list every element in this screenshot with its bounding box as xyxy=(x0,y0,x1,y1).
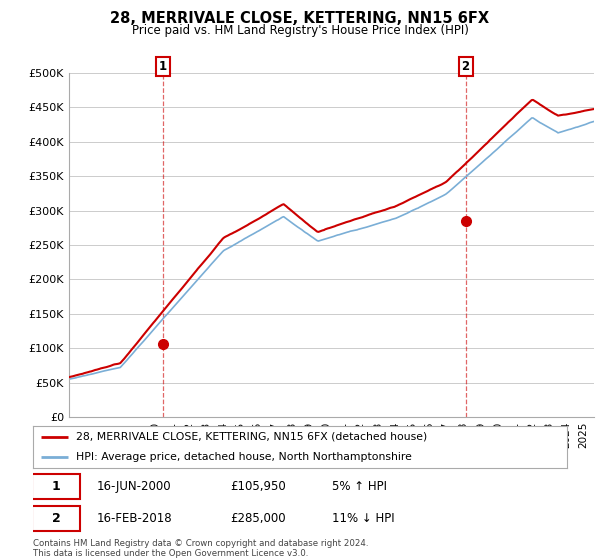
Text: 1: 1 xyxy=(52,480,61,493)
Text: £285,000: £285,000 xyxy=(230,512,286,525)
Text: 28, MERRIVALE CLOSE, KETTERING, NN15 6FX (detached house): 28, MERRIVALE CLOSE, KETTERING, NN15 6FX… xyxy=(76,432,427,441)
Text: Contains HM Land Registry data © Crown copyright and database right 2024.
This d: Contains HM Land Registry data © Crown c… xyxy=(33,539,368,558)
Text: 5% ↑ HPI: 5% ↑ HPI xyxy=(332,480,387,493)
Text: HPI: Average price, detached house, North Northamptonshire: HPI: Average price, detached house, Nort… xyxy=(76,452,412,461)
Text: 2: 2 xyxy=(461,60,470,73)
Text: 1: 1 xyxy=(158,60,167,73)
Text: 16-JUN-2000: 16-JUN-2000 xyxy=(97,480,172,493)
Text: £105,950: £105,950 xyxy=(230,480,286,493)
Text: Price paid vs. HM Land Registry's House Price Index (HPI): Price paid vs. HM Land Registry's House … xyxy=(131,24,469,37)
Text: 28, MERRIVALE CLOSE, KETTERING, NN15 6FX: 28, MERRIVALE CLOSE, KETTERING, NN15 6FX xyxy=(110,11,490,26)
Text: 2: 2 xyxy=(52,512,61,525)
Text: 11% ↓ HPI: 11% ↓ HPI xyxy=(332,512,395,525)
FancyBboxPatch shape xyxy=(32,506,80,531)
Text: 16-FEB-2018: 16-FEB-2018 xyxy=(97,512,173,525)
FancyBboxPatch shape xyxy=(32,474,80,499)
